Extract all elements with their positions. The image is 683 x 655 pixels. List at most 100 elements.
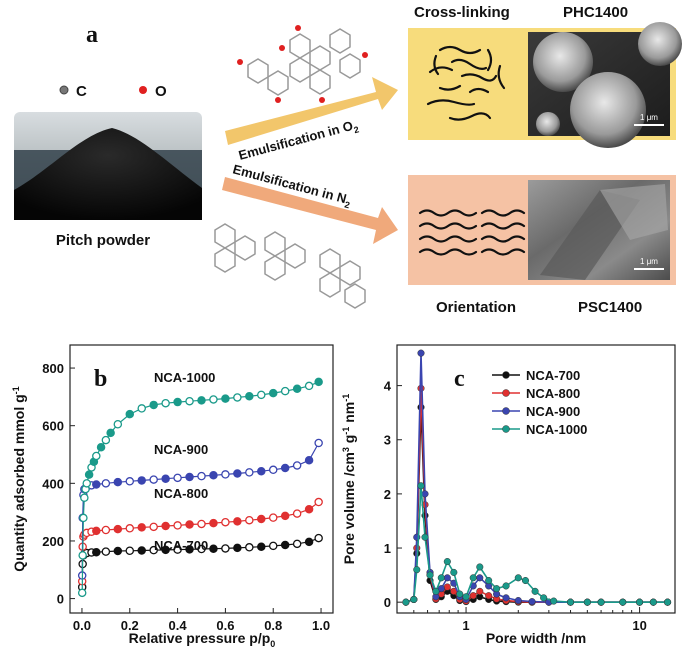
x-tick-label: 1.0 xyxy=(312,618,330,633)
legend-marker-nca-1000 xyxy=(502,425,510,433)
data-point-nca-800 xyxy=(173,521,182,530)
data-point-nca-800 xyxy=(92,526,101,536)
data-point-nca-1000 xyxy=(245,392,254,401)
y-tick-label: 600 xyxy=(42,419,64,434)
data-point-nca-1000 xyxy=(619,598,627,606)
data-point-nca-1000 xyxy=(78,551,87,560)
data-point-nca-800 xyxy=(304,505,314,514)
data-point-nca-1000 xyxy=(521,576,530,585)
series-line-nca-900 xyxy=(81,442,320,576)
data-point-nca-1000 xyxy=(197,396,206,405)
data-point-nca-900 xyxy=(314,438,323,448)
data-point-nca-700 xyxy=(245,543,254,552)
data-point-nca-1000 xyxy=(450,568,458,576)
data-point-nca-800 xyxy=(485,592,493,600)
pitch-powder-label: Pitch powder xyxy=(56,232,150,249)
data-point-nca-1000 xyxy=(233,393,242,402)
top-scalebar-label: 1 μm xyxy=(640,113,658,122)
legend-label-nca-800: NCA-800 xyxy=(526,386,580,401)
cross-linking-label: Cross-linking xyxy=(414,4,510,21)
data-point-nca-1000 xyxy=(426,571,434,579)
data-point-nca-700 xyxy=(268,541,278,551)
data-point-nca-800 xyxy=(221,517,230,527)
y-tick-label: 0 xyxy=(57,592,64,607)
data-point-nca-1000 xyxy=(514,574,522,582)
data-point-nca-900 xyxy=(476,574,484,582)
data-point-nca-1000 xyxy=(101,435,111,445)
legend-marker-nca-700 xyxy=(502,371,510,379)
data-point-nca-1000 xyxy=(268,388,278,398)
legend-label-nca-700: NCA-700 xyxy=(526,368,580,383)
data-point-nca-900 xyxy=(173,473,182,483)
x-tick-label: 0.4 xyxy=(169,618,188,633)
pore-plot-frame xyxy=(396,344,676,614)
data-point-nca-800 xyxy=(161,521,170,531)
y-tick-label: 2 xyxy=(384,487,391,502)
data-point-nca-800 xyxy=(268,513,278,522)
phc1400-sem-image: 1 μm xyxy=(528,22,682,148)
data-point-nca-1000 xyxy=(304,381,314,391)
data-point-nca-1000 xyxy=(485,576,493,585)
oriented-lines-icon xyxy=(418,209,526,256)
data-point-nca-900 xyxy=(257,466,266,476)
panel-a-letter: a xyxy=(86,22,98,48)
data-point-nca-900 xyxy=(502,594,510,602)
data-point-nca-900 xyxy=(137,476,146,485)
data-point-nca-900 xyxy=(443,574,451,582)
data-point-nca-1000 xyxy=(456,590,464,598)
isotherm-series xyxy=(77,377,323,598)
data-point-nca-800 xyxy=(149,522,158,532)
legend-label-nca-900: NCA-900 xyxy=(526,404,580,419)
bottom-scalebar-label: 1 μm xyxy=(640,257,658,266)
isotherm-ticks: 0.0 0.2 0.4 0.6 0.8 1.0 0 200 400 600 800 xyxy=(42,361,330,633)
data-point-nca-800 xyxy=(233,517,242,526)
data-point-nca-700 xyxy=(292,539,302,549)
data-point-nca-800 xyxy=(113,524,123,534)
x-tick-label: 0.2 xyxy=(121,618,139,633)
annotation-nca-1000: NCA-1000 xyxy=(154,370,215,385)
data-point-nca-1000 xyxy=(531,587,539,595)
data-point-nca-800 xyxy=(185,520,194,529)
data-point-nca-1000 xyxy=(476,563,484,571)
data-point-nca-900 xyxy=(528,598,536,606)
data-point-nca-900 xyxy=(209,471,218,480)
legend-label-nca-1000: NCA-1000 xyxy=(526,422,587,437)
annotation-nca-700: NCA-700 xyxy=(154,538,208,553)
data-point-nca-700 xyxy=(173,545,182,554)
pore-y-axis-label: Pore volume /cm3 g-1 nm-1 xyxy=(341,394,357,564)
x-tick-label: 1 xyxy=(462,618,469,633)
data-point-nca-900 xyxy=(125,477,135,486)
data-point-nca-1000 xyxy=(462,593,470,601)
data-point-nca-1000 xyxy=(597,598,605,606)
data-point-nca-1000 xyxy=(92,451,101,461)
data-point-nca-800 xyxy=(137,523,146,532)
data-point-nca-1000 xyxy=(649,598,657,606)
carbon-legend-label: C xyxy=(76,83,87,100)
x-tick-label: 0.6 xyxy=(216,618,234,633)
data-point-nca-700 xyxy=(161,545,170,555)
legend-marker-nca-800 xyxy=(502,389,510,397)
data-point-nca-700 xyxy=(257,542,266,551)
y-tick-label: 4 xyxy=(384,379,392,394)
data-point-nca-1000 xyxy=(443,558,451,566)
pore-legend: NCA-700 NCA-800 NCA-900 NCA-1000 xyxy=(492,368,587,437)
data-point-nca-700 xyxy=(221,544,230,553)
psc1400-sem-image: 1 μm xyxy=(528,180,670,280)
data-point-nca-800 xyxy=(245,515,254,525)
series-line-nca-800 xyxy=(405,388,668,603)
data-point-nca-1000 xyxy=(209,395,218,404)
data-point-nca-1000 xyxy=(566,598,575,606)
data-point-nca-700 xyxy=(125,546,135,556)
data-point-nca-1000 xyxy=(402,598,410,606)
data-point-nca-1000 xyxy=(137,404,146,413)
data-point-nca-1000 xyxy=(417,482,425,490)
pore-x-axis-label: Pore width /nm xyxy=(486,630,586,646)
data-point-nca-900 xyxy=(292,461,302,470)
y-tick-label: 1 xyxy=(384,541,391,556)
data-point-nca-1000 xyxy=(421,533,429,541)
data-point-nca-800 xyxy=(443,583,451,591)
data-point-nca-900 xyxy=(185,472,194,482)
data-point-nca-800 xyxy=(101,525,111,535)
oxidized-molecules-icon xyxy=(237,25,368,103)
